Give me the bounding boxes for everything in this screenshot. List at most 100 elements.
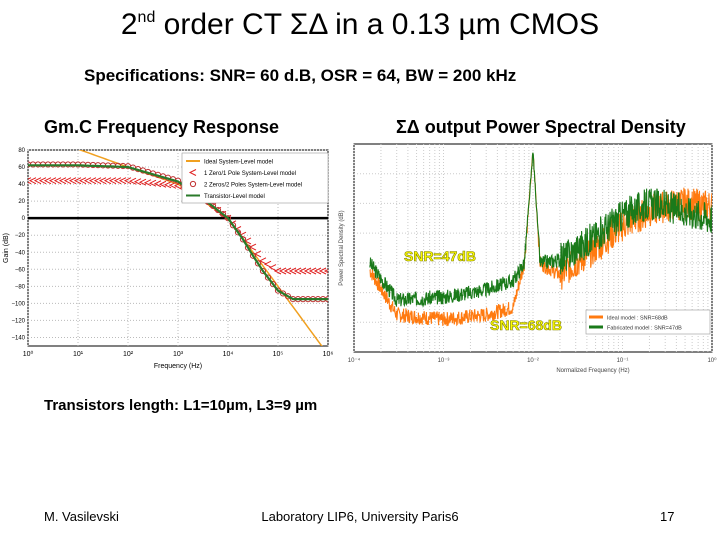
series-marker-one_zero [268, 264, 277, 272]
x-axis-label: Frequency (Hz) [154, 363, 202, 370]
series-marker-one_zero [123, 177, 132, 185]
series-marker-one_zero [83, 177, 92, 185]
y-tick-label: 60 [18, 165, 25, 171]
x-tick-label: 10⁻¹ [617, 358, 629, 364]
y-tick-label: −120 [11, 318, 25, 324]
series-marker-one_zero [288, 267, 297, 275]
series-marker-one_zero [153, 180, 162, 188]
snr-annotation: SNR=68dB [490, 317, 562, 333]
series-marker-one_zero [73, 177, 82, 185]
y-tick-label: 0 [22, 216, 26, 222]
x-tick-label: 10¹ [73, 351, 84, 358]
series-marker-two_zeros [254, 260, 262, 267]
x-axis-label: Normalized Frequency (Hz) [556, 368, 629, 374]
psd-heading: ΣΔ output Power Spectral Density [396, 117, 686, 137]
series-marker-two_zeros [229, 222, 237, 229]
series-marker-one_zero [263, 260, 272, 268]
x-tick-label: 10³ [173, 351, 184, 358]
series-marker-two_zeros [244, 244, 252, 251]
series-marker-one_zero [148, 179, 157, 187]
y-tick-label: −140 [11, 335, 25, 341]
x-tick-label: 10² [123, 351, 134, 358]
series-marker-one_zero [258, 257, 267, 265]
x-tick-label: 10⁻² [527, 358, 539, 364]
legend-swatch [189, 180, 197, 188]
slide-number: 17 [660, 509, 675, 524]
series-marker-two_zeros [234, 229, 242, 236]
x-tick-label: 10⁴ [223, 351, 234, 358]
series-line-transistor [28, 164, 328, 301]
x-tick-label: 10⁰ [707, 357, 717, 364]
snr-annotation: SNR=47dB [404, 248, 476, 264]
series-marker-one_zero [143, 179, 152, 187]
series-marker-one_zero [248, 243, 257, 251]
series-marker-one_zero [38, 177, 47, 185]
series-marker-two_zeros [249, 252, 257, 259]
series-marker-two_zeros [279, 290, 287, 297]
x-tick-label: 10⁶ [323, 351, 334, 358]
x-tick-label: 10⁻³ [438, 358, 450, 364]
series-marker-two_zeros [284, 293, 292, 300]
legend-entry: Ideal System-Level model [204, 160, 273, 166]
footer-author: M. Vasilevski [44, 509, 119, 524]
title-text: order CT ΣΔ in a 0.13 µm CMOS [155, 8, 600, 41]
y-tick-label: −40 [15, 250, 26, 256]
y-tick-label: 40 [18, 182, 25, 188]
series-marker-two_zeros [259, 267, 267, 275]
series-marker-one_zero [163, 181, 172, 189]
legend-box [181, 152, 329, 204]
legend-box [585, 309, 711, 335]
series-marker-one_zero [88, 177, 97, 185]
legend-entry: Ideal model : SNR=68dB [607, 316, 668, 322]
series-marker-one_zero [138, 178, 147, 186]
series-marker-one_zero [53, 177, 62, 185]
series-marker-one_zero [133, 178, 142, 186]
title-prefix: 2 [120, 8, 138, 41]
y-axis-label: Power Spectral Density (dB) [339, 210, 345, 285]
series-marker-two_zeros [209, 202, 217, 210]
series-marker-one_zero [93, 177, 102, 185]
series-marker-one_zero [68, 177, 77, 185]
series-marker-one_zero [33, 177, 42, 185]
legend-entry: Fabricated model : SNR=47dB [607, 326, 682, 332]
series-marker-one_zero [103, 177, 112, 185]
series-marker-one_zero [168, 181, 177, 189]
legend-entry: 2 Zeros/2 Poles System-Level model [204, 183, 302, 189]
series-marker-one_zero [98, 177, 107, 185]
series-marker-one_zero [293, 267, 302, 275]
series-marker-one_zero [298, 267, 307, 275]
legend-entry: Transistor-Level model [204, 194, 265, 200]
y-axis-label: Gain (dB) [3, 233, 10, 263]
series-marker-one_zero [28, 177, 37, 185]
series-marker-one_zero [108, 177, 117, 185]
title-superscript: nd [137, 9, 156, 26]
specifications-text: Specifications: SNR= 60 d.B, OSR = 64, B… [84, 66, 517, 85]
transistor-length-note: Transistors length: L1=10µm, L3=9 µm [44, 397, 318, 414]
series-marker-one_zero [283, 267, 292, 275]
y-tick-label: 20 [18, 199, 25, 205]
series-marker-one_zero [323, 268, 328, 274]
series-marker-one_zero [113, 177, 122, 185]
y-tick-label: 80 [18, 148, 25, 154]
psd-chart: 10⁻⁴ 10⁻³ 10⁻² 10⁻¹ 10⁰ Normalized Frequency … [336, 138, 720, 378]
y-tick-label: −100 [11, 301, 25, 307]
series-marker-two_zeros [239, 236, 247, 243]
series-marker-one_zero [278, 267, 287, 275]
series-marker-one_zero [43, 177, 52, 185]
series-marker-one_zero [173, 182, 182, 190]
series-marker-one_zero [313, 267, 322, 275]
frequency-response-heading: Gm.C Frequency Response [44, 117, 280, 137]
legend-entry: 1 Zero/1 Pole System-Level model [204, 171, 296, 177]
series-marker-two_zeros [264, 274, 272, 281]
legend-swatch [188, 169, 197, 176]
x-tick-label: 10⁻⁴ [348, 357, 361, 364]
series-marker-one_zero [158, 180, 167, 188]
series-marker-one_zero [303, 267, 312, 275]
series-marker-one_zero [308, 267, 317, 275]
series-marker-one_zero [128, 177, 137, 185]
series-marker-one_zero [48, 177, 57, 185]
y-tick-label: −80 [15, 284, 26, 290]
series-marker-one_zero [118, 177, 127, 185]
series-marker-two_zeros [269, 280, 277, 288]
series-marker-one_zero [78, 177, 87, 185]
